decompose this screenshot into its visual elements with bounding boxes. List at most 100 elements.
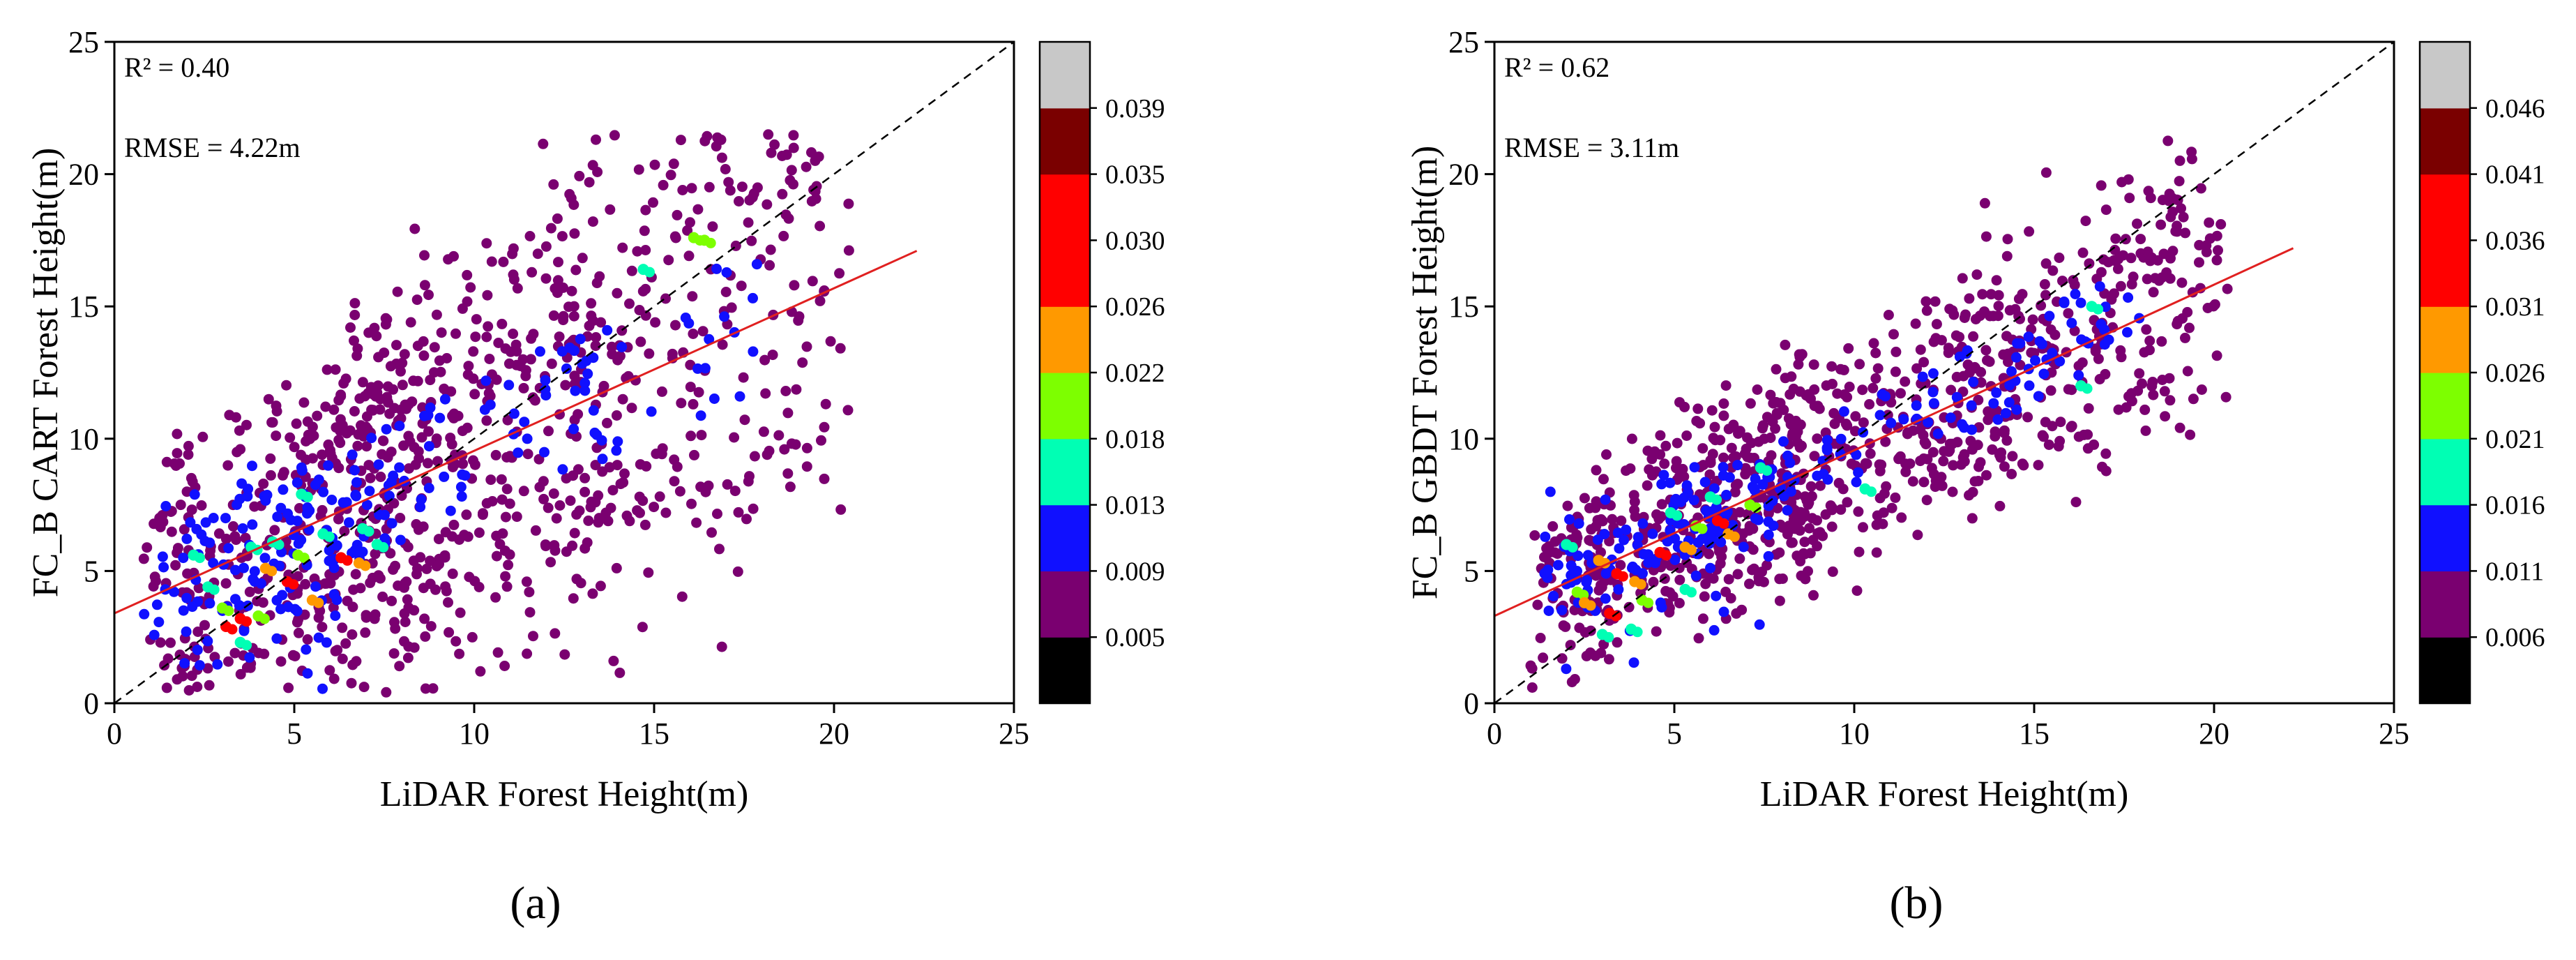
- scatter-point: [692, 363, 703, 374]
- scatter-point: [399, 349, 410, 360]
- scatter-point: [386, 518, 397, 529]
- colorbar-tick-label: 0.026: [2485, 359, 2545, 388]
- scatter-point: [400, 617, 411, 627]
- scatter-point: [1900, 376, 1911, 387]
- scatter-point: [419, 410, 430, 421]
- scatter-point: [1535, 633, 1546, 643]
- scatter-point: [1843, 343, 1854, 354]
- scatter-point: [682, 225, 693, 236]
- scatter-point: [672, 209, 683, 220]
- scatter-point: [779, 444, 790, 455]
- scatter-point: [265, 470, 276, 481]
- scatter-point: [2141, 324, 2152, 335]
- scatter-point: [381, 423, 392, 435]
- scatter-point: [351, 490, 362, 502]
- density-cluster-point: [1610, 610, 1621, 622]
- scatter-point: [275, 502, 287, 513]
- scatter-point: [548, 488, 559, 499]
- scatter-point: [1674, 574, 1685, 585]
- scatter-point: [1600, 593, 1611, 604]
- scatter-point: [835, 504, 847, 515]
- scatter-point: [2132, 385, 2144, 396]
- colorbar-tick-label: 0.006: [2485, 623, 2545, 652]
- scatter-point: [579, 543, 591, 554]
- scatter-point: [412, 340, 423, 352]
- scatter-point: [1752, 514, 1764, 525]
- scatter-point: [1964, 490, 1974, 501]
- scatter-point: [381, 314, 393, 325]
- scatter-point: [526, 267, 538, 278]
- scatter-point: [1573, 550, 1584, 562]
- scatter-point: [2170, 226, 2181, 237]
- density-cluster-point: [298, 553, 310, 564]
- scatter-point: [579, 472, 591, 483]
- scatter-point: [1560, 621, 1571, 632]
- scatter-point: [502, 414, 513, 426]
- scatter-point: [202, 636, 213, 647]
- scatter-point: [409, 223, 421, 234]
- scatter-point: [2100, 465, 2112, 477]
- scatter-point: [467, 631, 478, 643]
- scatter-point: [260, 495, 271, 506]
- scatter-point: [2044, 310, 2055, 322]
- scatter-point: [816, 435, 826, 446]
- scatter-point: [604, 462, 615, 473]
- scatter-point: [1826, 361, 1838, 372]
- scatter-point: [317, 622, 328, 633]
- scatter-point: [1951, 391, 1962, 403]
- scatter-point: [271, 430, 282, 442]
- colorbar-tick-label: 0.039: [1105, 94, 1165, 123]
- scatter-point: [691, 517, 702, 528]
- scatter-point: [696, 430, 707, 441]
- scatter-point: [1829, 419, 1840, 429]
- scatter-point: [591, 442, 603, 453]
- scatter-point: [479, 404, 490, 415]
- scatter-point: [1723, 573, 1734, 585]
- scatter-point: [1871, 547, 1882, 558]
- scatter-point: [473, 527, 485, 538]
- scatter-point: [1529, 530, 1540, 541]
- scatter-point: [511, 511, 522, 523]
- scatter-point: [640, 245, 651, 255]
- scatter-point: [1718, 452, 1729, 463]
- scatter-point: [450, 636, 462, 647]
- scatter-point: [535, 346, 545, 357]
- scatter-point: [801, 341, 812, 352]
- scatter-point: [2055, 417, 2066, 428]
- scatter-point: [300, 578, 311, 590]
- scatter-point: [259, 648, 270, 659]
- scatter-point: [501, 483, 513, 495]
- scatter-point: [155, 637, 166, 648]
- scatter-point: [1849, 426, 1861, 437]
- scatter-point: [517, 354, 529, 365]
- scatter-point: [707, 221, 718, 232]
- scatter-point: [2040, 417, 2051, 428]
- scatter-point: [2132, 218, 2142, 230]
- scatter-point: [1999, 461, 2010, 472]
- scatter-point: [374, 509, 385, 520]
- scatter-point: [2050, 329, 2061, 340]
- colorbar-segment: [1040, 174, 1090, 241]
- scatter-point: [1853, 467, 1864, 478]
- scatter-point: [788, 142, 799, 153]
- scatter-point: [763, 129, 774, 140]
- scatter-point: [1621, 524, 1632, 535]
- scatter-point: [374, 573, 386, 584]
- scatter-point: [1890, 492, 1901, 503]
- scatter-point: [1832, 388, 1843, 399]
- scatter-point: [1739, 448, 1750, 459]
- scatter-point: [1937, 480, 1948, 491]
- scatter-point: [384, 490, 395, 502]
- scatter-point: [2082, 443, 2093, 454]
- scatter-point: [2164, 373, 2175, 384]
- density-cluster-point: [313, 597, 324, 608]
- x-tick-label: 0: [1487, 717, 1502, 751]
- scatter-point: [2047, 347, 2058, 359]
- scatter-point: [1915, 344, 1926, 355]
- scatter-point: [1928, 469, 1939, 480]
- scatter-point: [746, 235, 757, 246]
- scatter-point: [2144, 345, 2155, 356]
- scatter-point: [579, 385, 591, 396]
- scatter-point: [635, 336, 646, 347]
- scatter-point: [788, 130, 799, 141]
